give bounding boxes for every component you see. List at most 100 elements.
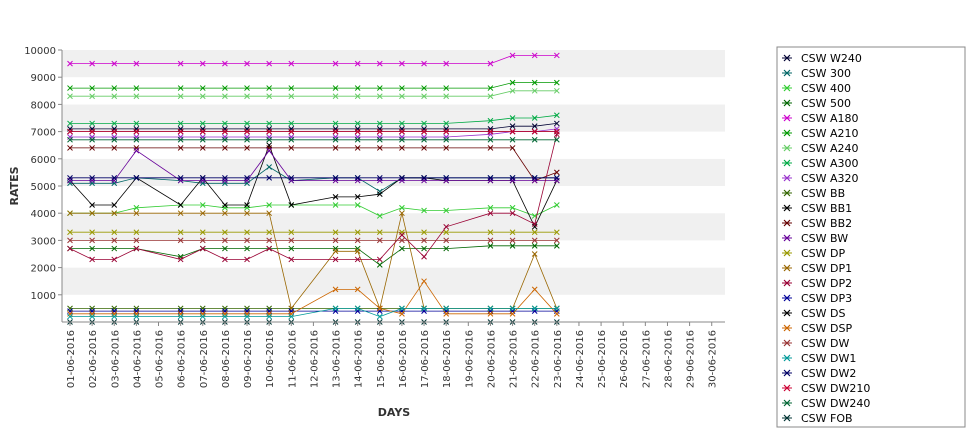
x-tick-labels: 01-06-2016 02-06-2016 03-06-2016 04-06-2016… [66, 322, 719, 388]
data-point [421, 128, 427, 135]
series-layer [67, 52, 560, 325]
data-point [376, 213, 383, 219]
y-tick-label: 6000 [31, 155, 56, 166]
data-point [133, 237, 140, 244]
legend-marker [783, 399, 791, 407]
data-point [509, 145, 516, 151]
data-point [177, 128, 184, 135]
data-point [244, 237, 250, 244]
data-point [266, 120, 273, 127]
data-point [531, 305, 538, 312]
data-point [443, 60, 450, 67]
legend-item: CSW 400 [782, 82, 851, 95]
x-tick-label: 12-06-2016 [309, 330, 320, 388]
data-point [111, 120, 118, 127]
data-point [553, 136, 560, 143]
data-point [509, 305, 516, 312]
data-point [487, 128, 494, 135]
legend-marker [783, 249, 791, 257]
series-csw-bb2 [67, 145, 560, 184]
x-tick-label: 19-06-2016 [464, 330, 475, 388]
legend-label: CSW A300 [801, 157, 859, 170]
data-point [509, 237, 516, 244]
data-point [244, 202, 250, 208]
data-point [421, 120, 427, 127]
data-point [531, 229, 538, 236]
data-point [421, 229, 427, 236]
legend-label: CSW A210 [801, 127, 859, 140]
data-point [376, 128, 383, 135]
data-point [354, 229, 361, 236]
data-point [133, 210, 140, 217]
data-point [244, 210, 250, 217]
data-point [553, 79, 560, 86]
x-tick-label: 03-06-2016 [110, 330, 121, 388]
data-point [376, 313, 383, 320]
data-point [177, 202, 184, 208]
data-point [111, 229, 118, 236]
data-point [509, 310, 516, 317]
y-tick-label: 7000 [31, 128, 56, 139]
series-csw-a240 [67, 87, 560, 100]
series-line [70, 90, 557, 97]
series-csw-dp [67, 229, 560, 236]
data-point [266, 60, 273, 67]
grid-bands [62, 50, 725, 322]
legend-marker [783, 219, 791, 227]
x-tick-label: 04-06-2016 [132, 330, 143, 388]
data-point [376, 120, 383, 127]
data-point [199, 120, 206, 127]
legend-item: CSW DW2 [782, 367, 856, 380]
legend-box [776, 46, 966, 428]
data-point [421, 305, 427, 312]
data-point [67, 120, 73, 127]
legend-marker [783, 174, 791, 182]
data-point [509, 229, 516, 236]
data-point [509, 128, 516, 135]
x-tick-label: 17-06-2016 [420, 330, 431, 388]
data-point [89, 313, 95, 320]
data-point [111, 60, 118, 67]
data-point [67, 237, 73, 244]
data-point [133, 128, 140, 135]
data-point [67, 85, 73, 91]
legend-marker [783, 54, 791, 62]
data-point [399, 145, 405, 151]
data-point [531, 251, 538, 257]
data-point [399, 204, 405, 211]
legend-item: CSW A320 [782, 172, 859, 185]
data-point [531, 87, 538, 94]
data-point [222, 128, 228, 135]
legend-marker [783, 384, 791, 392]
data-point [133, 204, 140, 211]
legend-marker [783, 84, 791, 92]
data-point [332, 136, 339, 143]
data-point [332, 145, 339, 151]
series-csw-dw2 [67, 174, 560, 181]
legend-item: CSW A180 [782, 112, 859, 125]
data-point [266, 85, 273, 91]
data-point [111, 85, 118, 91]
data-point [332, 286, 339, 293]
y-tick-label: 10000 [24, 46, 56, 57]
grid-band [62, 213, 725, 241]
y-axis-label: RATES [8, 166, 21, 205]
data-point [67, 229, 73, 236]
data-point [288, 85, 295, 91]
legend-marker [783, 339, 791, 347]
data-point [399, 60, 405, 67]
data-point [376, 191, 383, 198]
data-point [266, 237, 273, 244]
data-point [487, 174, 494, 181]
data-point [266, 93, 273, 100]
data-point [177, 237, 184, 244]
legend-item: CSW DP2 [782, 277, 852, 290]
legend-label: CSW A180 [801, 112, 859, 125]
data-point [487, 136, 494, 143]
data-point [222, 256, 228, 263]
series-csw-a180 [67, 52, 560, 67]
legend-label: CSW DW240 [801, 397, 870, 410]
data-point [421, 145, 427, 151]
legend-label: CSW DW1 [801, 352, 856, 365]
